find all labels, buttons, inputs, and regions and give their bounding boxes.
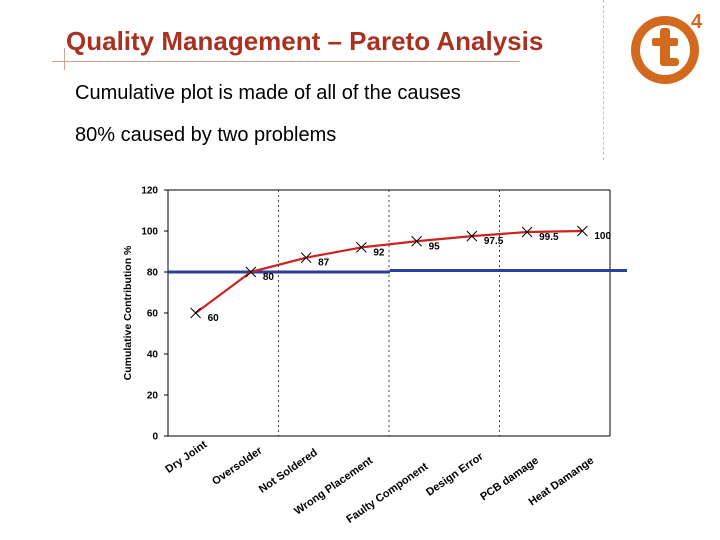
data-label: 99.5 [539, 232, 559, 243]
x-category-label: Oversolder [210, 444, 265, 488]
title-rule-mark [64, 48, 65, 70]
marker-stroke [521, 226, 533, 238]
y-tick-label: 40 [147, 350, 159, 361]
chart-frame-layer [168, 189, 611, 436]
t4-logo-icon: 4 [631, 11, 703, 84]
marker-stroke [190, 307, 201, 319]
x-category-label: Dry Joint [163, 438, 209, 475]
series-line-segment [527, 229, 583, 234]
y-tick-label: 0 [152, 432, 158, 443]
y-axis-title: Cumulative Contribution % [122, 245, 134, 380]
data-point-marker [300, 252, 312, 264]
data-point-marker [190, 307, 201, 319]
data-label: 95 [429, 241, 441, 252]
bullet-text-2: 80% caused by two problems [75, 124, 337, 146]
series-line-segment [471, 230, 528, 238]
data-label: 100 [594, 231, 611, 242]
y-tick-label: 60 [147, 309, 159, 320]
x-category-label: Not Soldered [257, 447, 320, 496]
title-rule [60, 61, 520, 62]
series-line-segment [250, 256, 307, 274]
data-labels-layer: 60 80 87 92 95 97.5 99.5 100 [208, 231, 612, 324]
y-tick-label: 80 [147, 268, 159, 279]
data-point-marker [577, 225, 588, 237]
data-label: 60 [208, 313, 220, 324]
chart-axis-layer: 0 20 40 60 80 100 120 Cumulative Contribution %… [122, 186, 610, 526]
series-markers-layer [190, 225, 588, 319]
data-point-marker [411, 235, 422, 247]
bullet-text-1: Cumulative plot is made of all of the ca… [75, 82, 461, 104]
marker-stroke [356, 242, 367, 253]
data-label: 92 [373, 247, 385, 258]
title-rule-mark-horizontal [52, 61, 66, 62]
series-line-segment [194, 271, 252, 314]
decorative-dashed-line [603, 0, 604, 160]
y-tick-label: 20 [147, 391, 159, 402]
data-point-marker [245, 266, 257, 278]
y-tick-label: 120 [141, 186, 158, 197]
data-point-marker [521, 226, 533, 238]
data-point-marker [356, 242, 367, 253]
series-line-layer [194, 229, 583, 314]
marker-stroke [300, 252, 312, 264]
series-line-segment [416, 235, 472, 243]
logo-superscript: 4 [691, 11, 703, 33]
marker-stroke [245, 266, 257, 278]
marker-stroke [577, 225, 588, 237]
marker-stroke [411, 235, 422, 247]
y-tick-label: 100 [141, 227, 158, 238]
marker-stroke [466, 230, 478, 242]
slide-title: Quality Management – Pareto Analysis [66, 26, 544, 56]
series-line-segment [361, 240, 417, 249]
data-label: 97.5 [484, 236, 504, 247]
data-label: 87 [318, 258, 330, 269]
data-point-marker [466, 230, 478, 242]
series-line-segment [305, 246, 362, 259]
x-category-label: Design Error [424, 450, 486, 498]
reference-line-layer [168, 269, 627, 274]
data-label: 80 [263, 272, 275, 283]
